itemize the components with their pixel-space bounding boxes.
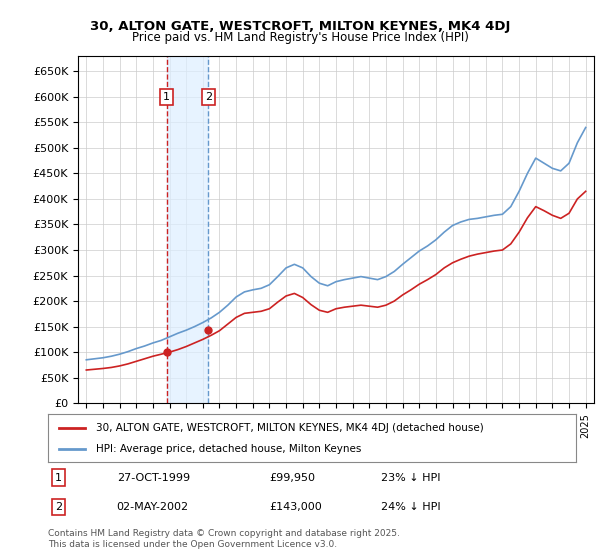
Text: 30, ALTON GATE, WESTCROFT, MILTON KEYNES, MK4 4DJ: 30, ALTON GATE, WESTCROFT, MILTON KEYNES… <box>90 20 510 32</box>
Text: Contains HM Land Registry data © Crown copyright and database right 2025.
This d: Contains HM Land Registry data © Crown c… <box>48 529 400 549</box>
Text: 2: 2 <box>55 502 62 512</box>
Text: 23% ↓ HPI: 23% ↓ HPI <box>380 473 440 483</box>
Text: 24% ↓ HPI: 24% ↓ HPI <box>380 502 440 512</box>
Text: 27-OCT-1999: 27-OCT-1999 <box>116 473 190 483</box>
Text: HPI: Average price, detached house, Milton Keynes: HPI: Average price, detached house, Milt… <box>95 444 361 454</box>
Text: Price paid vs. HM Land Registry's House Price Index (HPI): Price paid vs. HM Land Registry's House … <box>131 31 469 44</box>
Bar <box>167 56 208 403</box>
Text: 02-MAY-2002: 02-MAY-2002 <box>116 502 189 512</box>
Text: £99,950: £99,950 <box>270 473 316 483</box>
Text: 1: 1 <box>163 92 170 102</box>
Text: 1: 1 <box>55 473 62 483</box>
Text: 2: 2 <box>205 92 212 102</box>
Text: £143,000: £143,000 <box>270 502 323 512</box>
Text: 30, ALTON GATE, WESTCROFT, MILTON KEYNES, MK4 4DJ (detached house): 30, ALTON GATE, WESTCROFT, MILTON KEYNES… <box>95 423 483 433</box>
